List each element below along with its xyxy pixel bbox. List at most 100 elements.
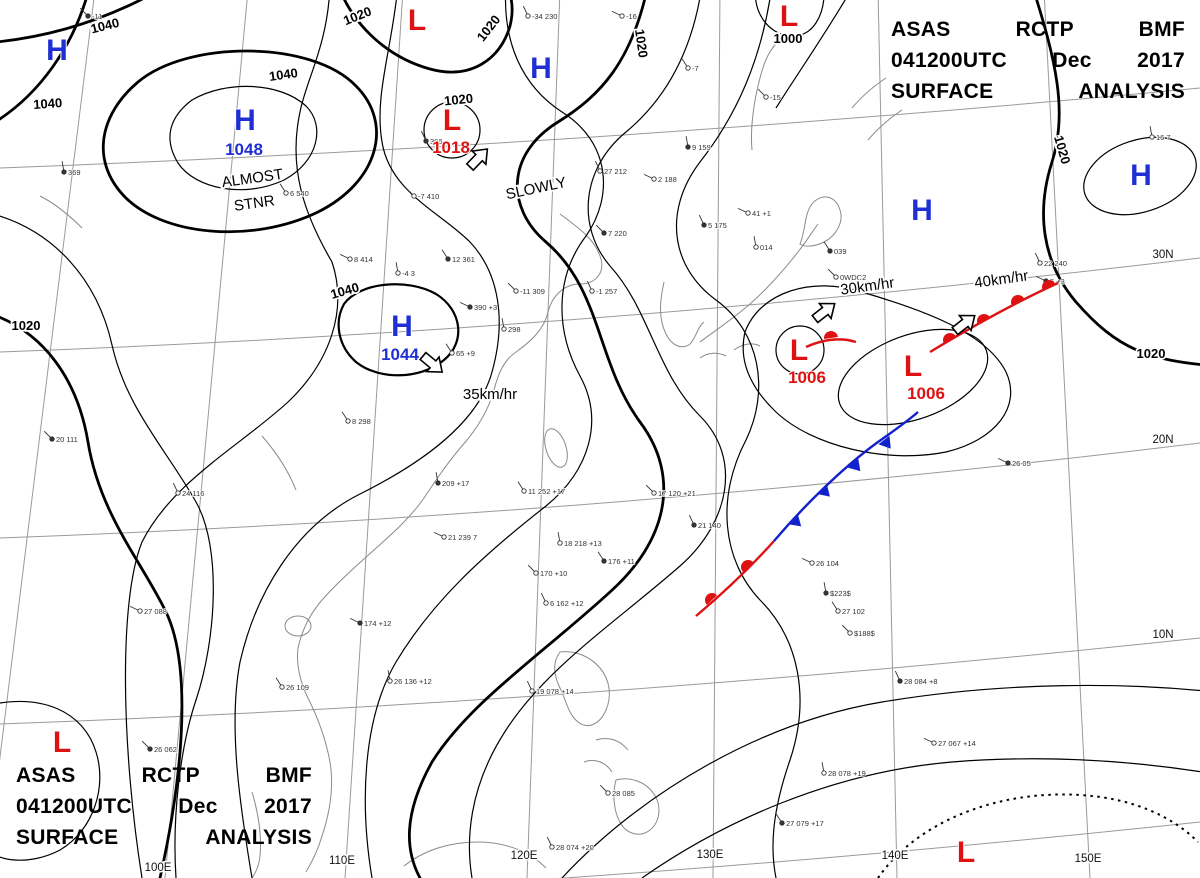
station-plot: 176 +11 xyxy=(597,551,636,567)
station-data-text: 27 079 +17 xyxy=(786,819,824,828)
station-circle-icon xyxy=(651,176,657,182)
station-circle-icon xyxy=(685,65,691,71)
station-plot: 039 xyxy=(823,241,847,257)
pressure-center-H: H xyxy=(46,34,68,67)
station-circle-icon xyxy=(387,678,393,684)
station-plot: 27 212 xyxy=(594,160,628,177)
station-data-text: 6 162 +12 xyxy=(550,599,584,608)
station-plot: 9 159 xyxy=(685,136,712,153)
isobar xyxy=(234,0,500,878)
station-data-text: 5 +3 xyxy=(1050,277,1065,286)
station-data-text: 174 +12 xyxy=(364,619,391,628)
movement-arrow-icon xyxy=(811,302,836,324)
station-plot: -7 410 xyxy=(405,187,440,202)
station-plot: -34 230 xyxy=(522,5,558,22)
station-plot: 19 078 +14 xyxy=(526,680,575,697)
pressure-center-H: H xyxy=(911,194,933,227)
coastline-honshu xyxy=(699,223,819,343)
station-circle-icon xyxy=(651,490,657,496)
station-data-text: -11 309 xyxy=(520,287,545,296)
latitude-label: 10N xyxy=(1152,629,1173,641)
annotation-label: SLOWLY xyxy=(504,174,568,203)
station-plot: $223$ xyxy=(823,582,852,599)
station-plot: 41 +1 xyxy=(737,207,772,219)
station-data-text: 65 +9 xyxy=(456,349,475,358)
station-circle-icon xyxy=(357,620,363,626)
station-plot: 27 102 xyxy=(831,601,866,617)
station-data-text: 8 298 xyxy=(352,417,371,426)
pressure-center-L: L xyxy=(443,104,461,137)
annotation-label: 40km/hr xyxy=(973,267,1029,291)
isobar-1006-closed xyxy=(837,328,989,426)
isobar-high-closed xyxy=(1083,136,1197,216)
isobar-low-closed xyxy=(0,700,101,861)
fronts xyxy=(695,280,1059,617)
station-plot: 11 252 +17 xyxy=(517,481,566,497)
station-circle-icon xyxy=(619,13,625,19)
isobar-1020 xyxy=(0,316,184,878)
station-plot: 0WDC2 xyxy=(827,268,867,283)
station-data-text: 0WDC2 xyxy=(840,273,866,282)
station-plot: 26 136 +12 xyxy=(387,670,433,687)
meridian-line xyxy=(1044,0,1091,878)
station-circle-icon xyxy=(279,684,285,690)
station-plot: 21 140 xyxy=(688,514,722,531)
cold-front-triangle-icon xyxy=(788,513,802,527)
station-circle-icon xyxy=(147,746,153,752)
longitude-label: 120E xyxy=(511,850,538,862)
station-plot: 26 104 xyxy=(801,557,840,569)
station-data-text: 8 414 xyxy=(354,255,373,264)
isobar-1020 xyxy=(1035,0,1200,366)
station-circle-icon xyxy=(597,168,603,174)
isobar-value-label: 1040 xyxy=(329,279,361,301)
station-circle-icon xyxy=(601,558,607,564)
parallel-line xyxy=(0,257,1200,353)
longitude-label: 100E xyxy=(145,862,172,874)
station-circle-icon xyxy=(411,193,417,199)
isobar-value-label: 1000 xyxy=(774,31,803,46)
station-data-text: 298 xyxy=(508,325,521,334)
station-data-text: 24 116 xyxy=(182,489,204,498)
pressure-center-value: 1018 xyxy=(432,138,470,157)
station-plot: 369 xyxy=(61,161,81,178)
pressure-center-H: H xyxy=(530,52,552,85)
coastline-hainan xyxy=(284,615,312,637)
station-data-text: 18 218 +13 xyxy=(564,539,602,548)
station-data-text: 28 078 +19 xyxy=(828,769,866,778)
warm-front-semicircle-icon xyxy=(741,560,754,572)
warm-front-semicircle-icon xyxy=(943,333,957,344)
station-plot: 28 084 +8 xyxy=(894,670,938,687)
station-data-text: 26 05 xyxy=(1012,459,1031,468)
station-plot: 174 +12 xyxy=(349,617,392,629)
station-data-text: -16 xyxy=(626,12,637,21)
isobar xyxy=(468,0,727,878)
station-plot: 209 +17 xyxy=(435,472,470,489)
station-plot: 7 220 xyxy=(595,224,628,239)
station-circle-icon xyxy=(137,608,143,614)
river-squiggle xyxy=(39,195,297,491)
station-circle-icon xyxy=(513,288,519,294)
annotation-label: 35km/hr xyxy=(463,386,517,403)
station-data-text: -11 xyxy=(92,12,102,21)
station-circle-icon xyxy=(395,270,401,276)
station-data-text: 22 240 xyxy=(1044,259,1067,268)
movement-arrow-icon xyxy=(465,148,489,172)
warm-front-east xyxy=(929,281,1059,354)
station-data-text: 6 540 xyxy=(290,189,309,198)
station-plot: 21 239 7 xyxy=(433,531,478,543)
station-data-text: -1 257 xyxy=(596,287,617,296)
station-circle-icon xyxy=(763,94,769,100)
station-circle-icon xyxy=(529,688,535,694)
station-plot: 8 414 xyxy=(339,253,374,265)
station-data-text: 27 212 xyxy=(604,167,627,176)
isobar xyxy=(641,758,1200,878)
station-plot: 17 120 +21 xyxy=(645,484,697,499)
warm-front-stub xyxy=(805,338,857,349)
station-circle-icon xyxy=(441,534,447,540)
isobar xyxy=(124,0,339,878)
chart-datetime-line: 041200UTC Dec 2017 xyxy=(891,49,1185,72)
pressure-center-L: L xyxy=(957,836,975,869)
station-data-text: 176 +11 xyxy=(608,557,635,566)
isobar xyxy=(364,0,605,878)
parallel-line xyxy=(0,637,1200,725)
